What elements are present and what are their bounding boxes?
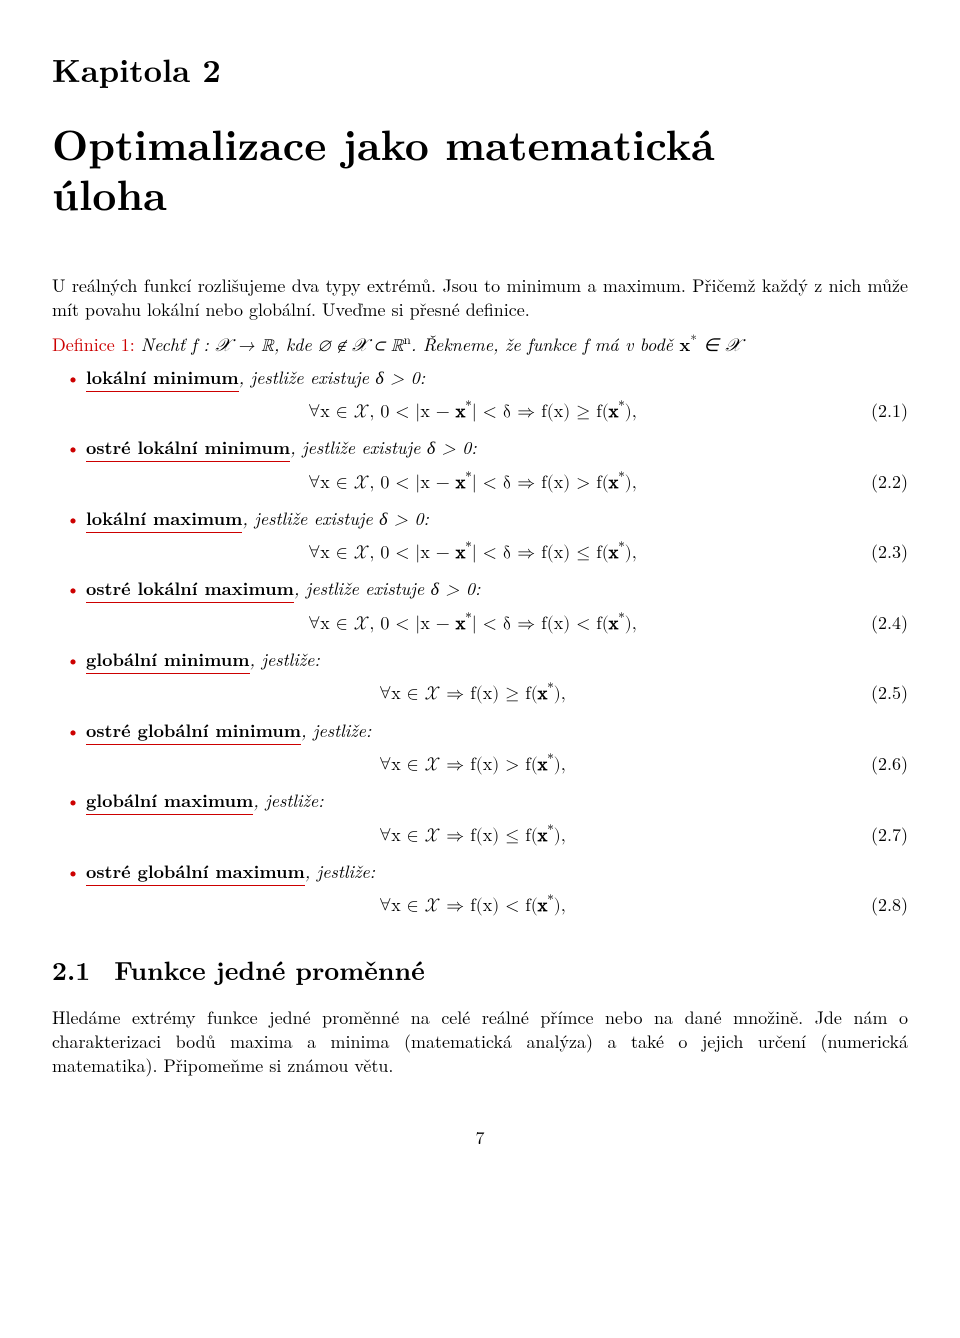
term-strict-global-max: ostré globální maximum [86,859,305,886]
term-strict-local-min: ostré lokální minimum [86,435,290,462]
definition-lead-c: ∈ 𝒳 [697,332,741,357]
definition-1: Definice 1: Nechť f : 𝒳 → ℝ, kde ∅ ∉ 𝒳 ⊂… [52,330,908,357]
term-strict-global-min: ostré globální minimum [86,718,301,745]
section-heading: 2.1 Funkce jedné proměnné [52,952,908,987]
equation-row-2-7: ∀x ∈ 𝒳 ⇒ f(x) ≤ f(x*), (2.7) [86,822,908,848]
term-global-min: globální minimum [86,647,250,674]
cond-1: , jestliže existuje δ > 0: [290,435,477,460]
term-strict-local-max: ostré lokální maximum [86,576,294,603]
cond-5: , jestliže: [301,718,371,743]
chapter-label: Kapitola 2 [52,48,908,91]
definition-lead-a: Nechť f : 𝒳 → ℝ, kde ∅ ∉ 𝒳 ⊂ ℝ [141,332,404,357]
definition-item-list: lokální minimum, jestliže existuje δ > 0… [52,366,908,919]
equation-2-7: ∀x ∈ 𝒳 ⇒ f(x) ≤ f(x*), [379,822,566,848]
term-local-max: lokální maximum [86,506,242,533]
equation-2-3: ∀x ∈ 𝒳, 0 < |x − x*| < δ ⇒ f(x) ≤ f(x*), [308,539,636,565]
section-number: 2.1 [52,952,90,987]
equation-2-4: ∀x ∈ 𝒳, 0 < |x − x*| < δ ⇒ f(x) < f(x*), [308,610,636,636]
item-strict-local-min: ostré lokální minimum, jestliže existuje… [52,436,908,495]
equation-row-2-5: ∀x ∈ 𝒳 ⇒ f(x) ≥ f(x*), (2.5) [86,680,908,706]
equation-row-2-3: ∀x ∈ 𝒳, 0 < |x − x*| < δ ⇒ f(x) ≤ f(x*),… [86,539,908,565]
body-paragraph-1: Hledáme extrémy funkce jedné proměnné na… [52,1006,908,1079]
equation-2-2: ∀x ∈ 𝒳, 0 < |x − x*| < δ ⇒ f(x) > f(x*), [308,469,636,495]
equation-row-2-4: ∀x ∈ 𝒳, 0 < |x − x*| < δ ⇒ f(x) < f(x*),… [86,610,908,636]
equation-number-2-3: (2.3) [859,540,908,564]
item-global-min: globální minimum, jestliže: ∀x ∈ 𝒳 ⇒ f(x… [52,648,908,707]
term-local-min: lokální minimum [86,365,239,392]
intro-paragraph: U reálných funkcí rozlišujeme dva typy e… [52,274,908,323]
cond-7: , jestliže: [305,859,375,884]
equation-number-2-5: (2.5) [859,681,908,705]
chapter-title-line1: Optimalizace jako matematická [52,119,908,167]
item-local-min: lokální minimum, jestliže existuje δ > 0… [52,366,908,425]
equation-row-2-1: ∀x ∈ 𝒳, 0 < |x − x*| < δ ⇒ f(x) ≥ f(x*),… [86,398,908,424]
equation-row-2-6: ∀x ∈ 𝒳 ⇒ f(x) > f(x*), (2.6) [86,751,908,777]
cond-3: , jestliže existuje δ > 0: [294,576,481,601]
equation-row-2-2: ∀x ∈ 𝒳, 0 < |x − x*| < δ ⇒ f(x) > f(x*),… [86,469,908,495]
definition-label: Definice 1: [52,332,135,357]
cond-4: , jestliže: [250,647,320,672]
definition-lead-b: . Řekneme, že funkce f má v bodě [411,332,680,357]
equation-number-2-8: (2.8) [859,893,908,917]
cond-0: , jestliže existuje δ > 0: [239,365,426,390]
equation-number-2-2: (2.2) [859,470,908,494]
equation-2-1: ∀x ∈ 𝒳, 0 < |x − x*| < δ ⇒ f(x) ≥ f(x*), [308,398,636,424]
equation-row-2-8: ∀x ∈ 𝒳 ⇒ f(x) < f(x*), (2.8) [86,892,908,918]
equation-number-2-4: (2.4) [859,611,908,635]
equation-2-5: ∀x ∈ 𝒳 ⇒ f(x) ≥ f(x*), [379,680,566,706]
chapter-title-line2: úloha [52,169,908,217]
cond-6: , jestliže: [253,788,323,813]
cond-2: , jestliže existuje δ > 0: [242,506,429,531]
item-strict-global-min: ostré globální minimum, jestliže: ∀x ∈ 𝒳… [52,719,908,778]
definition-sup: n [404,329,411,348]
equation-2-6: ∀x ∈ 𝒳 ⇒ f(x) > f(x*), [379,751,566,777]
equation-number-2-7: (2.7) [859,823,908,847]
item-strict-local-max: ostré lokální maximum, jestliže existuje… [52,577,908,636]
item-global-max: globální maximum, jestliže: ∀x ∈ 𝒳 ⇒ f(x… [52,789,908,848]
section-title: Funkce jedné proměnné [114,952,425,987]
equation-number-2-1: (2.1) [859,399,908,423]
page-number: 7 [52,1126,908,1150]
item-strict-global-max: ostré globální maximum, jestliže: ∀x ∈ 𝒳… [52,860,908,919]
equation-number-2-6: (2.6) [859,752,908,776]
equation-2-8: ∀x ∈ 𝒳 ⇒ f(x) < f(x*), [379,892,566,918]
item-local-max: lokální maximum, jestliže existuje δ > 0… [52,507,908,566]
term-global-max: globální maximum [86,788,253,815]
